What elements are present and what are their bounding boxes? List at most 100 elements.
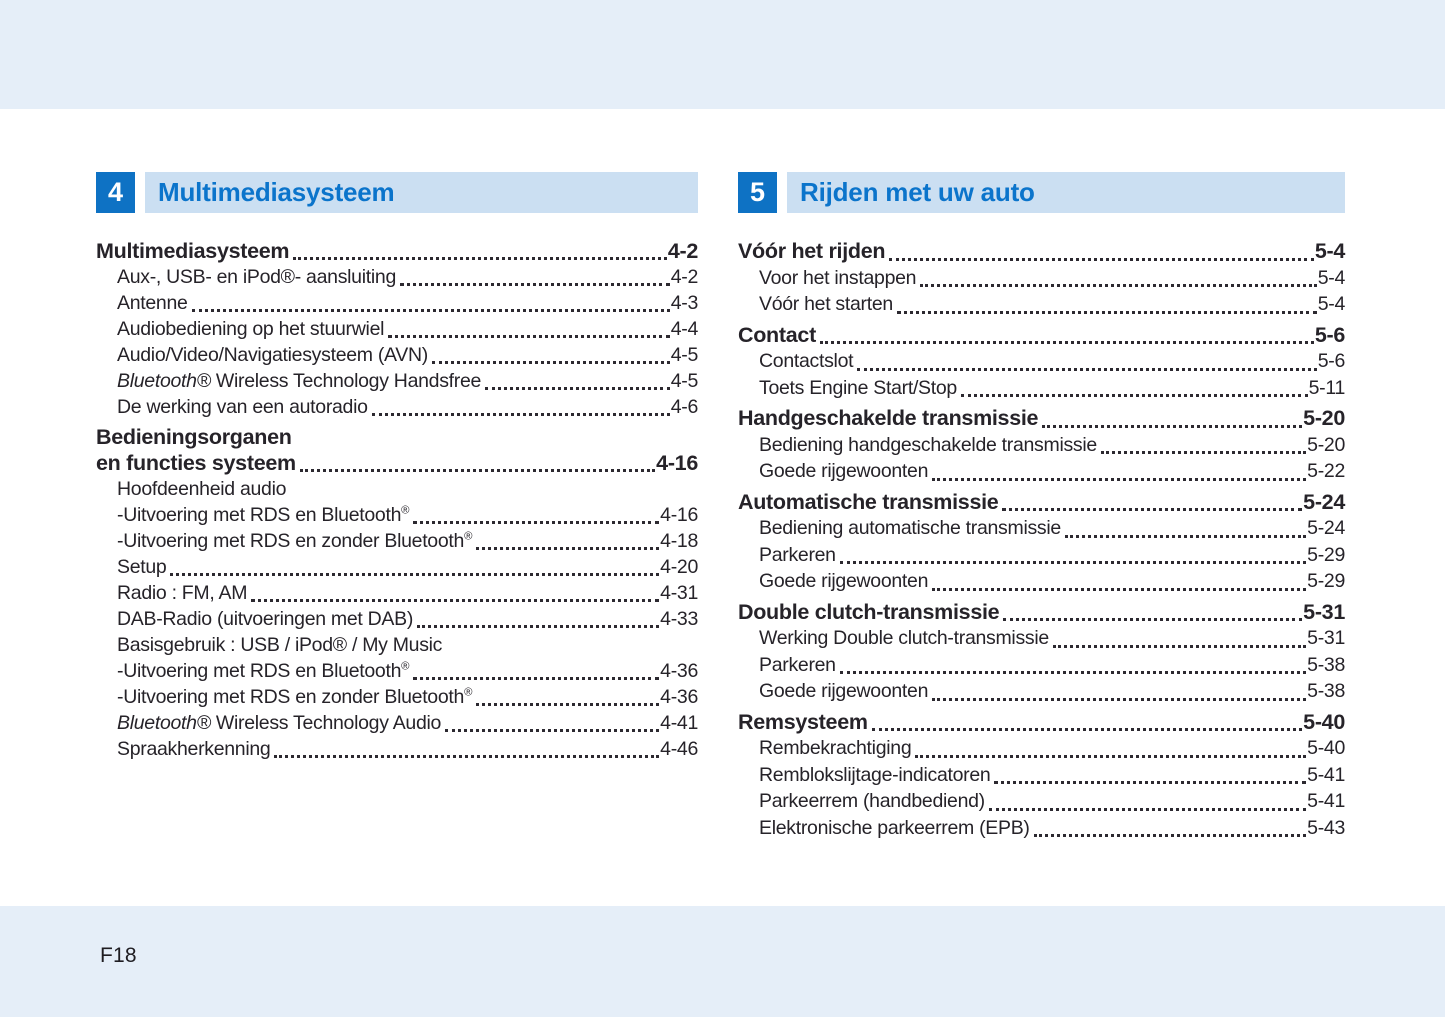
- toc-section-entry: Vóór het rijden 5-4: [738, 238, 1345, 265]
- toc-section-entry: Bedieningsorganen: [96, 424, 698, 450]
- toc-entry-page-number: 5-31: [1307, 627, 1345, 649]
- toc-entry: -Uitvoering met RDS en Bluetooth® 4-36: [96, 658, 698, 684]
- leader-dots: [166, 554, 660, 580]
- leader-dots: [409, 502, 660, 528]
- leader-dots: [985, 788, 1307, 815]
- toc-entry-page-number: 4-41: [660, 712, 698, 734]
- toc-section-entry: en functies systeem 4-16: [96, 450, 698, 476]
- toc-entry: Spraakherkenning 4-46: [96, 736, 698, 762]
- leader-dots: [928, 678, 1307, 705]
- toc-entry-page-number: 4-36: [660, 686, 698, 708]
- toc-entry-page-number: 4-4: [670, 318, 699, 340]
- page-footer-label: F18: [100, 944, 137, 967]
- toc-entry-page-number: 4-2: [667, 239, 698, 263]
- top-band: [0, 0, 1445, 109]
- toc-entry-label: Goede rijgewoonten: [759, 680, 929, 702]
- toc-entry-label: Radio : FM, AM: [117, 582, 248, 604]
- leader-dots: [396, 264, 671, 290]
- leader-dots: [1030, 815, 1308, 842]
- toc-entry-label: Multimediasysteem: [96, 239, 290, 263]
- toc-entry-label: Bediening automatische transmissie: [759, 517, 1061, 539]
- toc-entry: Elektronische parkeerrem (EPB) 5-43: [738, 815, 1345, 842]
- toc-entry-label: Werking Double clutch-transmissie: [759, 627, 1049, 649]
- toc-column-chapter-4: 4 Multimediasysteem Multimediasysteem 4-2…: [96, 172, 698, 762]
- toc-entry-label: De werking van een autoradio: [117, 396, 368, 418]
- toc-section-entry: Multimediasysteem 4-2: [96, 238, 698, 264]
- toc-entry-label: Parkeren: [759, 543, 836, 566]
- toc-entry-label: Remblokslijtage-indicatoren: [759, 763, 991, 786]
- toc-entry-page-number: 4-5: [670, 344, 699, 366]
- toc-entry: Parkeren 5-38: [738, 652, 1345, 679]
- leader-dots: [893, 291, 1318, 318]
- toc-entry: Vóór het starten 5-4: [738, 291, 1345, 318]
- toc-entry-label: Parkeerrem (handbediend): [759, 790, 985, 812]
- toc-entry-label: Elektronische parkeerrem (EPB): [759, 816, 1030, 839]
- toc-entry: Goede rijgewoonten 5-22: [738, 458, 1345, 485]
- toc-entry-label: -Uitvoering met RDS en Bluetooth®: [117, 504, 410, 526]
- toc-entry-page-number: 5-4: [1317, 293, 1346, 315]
- leader-dots: [990, 762, 1307, 789]
- toc-entry-page-number: 4-18: [660, 530, 698, 552]
- chapter-number-badge: 5: [738, 172, 777, 213]
- leader-dots: [928, 458, 1307, 485]
- toc-entry-label: Setup: [117, 556, 167, 578]
- toc-entry: Antenne 4-3: [96, 290, 698, 316]
- toc-entry: Bluetooth® Wireless Technology Audio 4-41: [96, 710, 698, 736]
- toc-entry: Parkeerrem (handbediend) 5-41: [738, 788, 1345, 815]
- leader-dots: [916, 265, 1318, 292]
- toc-entry: Voor het instappen 5-4: [738, 265, 1345, 292]
- leader-dots: [428, 342, 671, 368]
- leader-dots: [1038, 405, 1303, 432]
- toc-entry-page-number: 4-16: [656, 451, 698, 475]
- toc-list-chapter-5: Vóór het rijden 5-4 Voor het instappen 5-4 V…: [738, 238, 1345, 841]
- toc-entry: Audiobediening op het stuurwiel 4-4: [96, 316, 698, 342]
- leader-dots: [247, 580, 660, 606]
- toc-entry-page-number: 4-20: [660, 556, 698, 578]
- toc-entry-label: Aux-, USB- en iPod®- aansluiting: [117, 266, 396, 288]
- leader-dots: [368, 394, 671, 420]
- toc-entry-page-number: 5-24: [1303, 489, 1345, 514]
- toc-entry-label: Bedieningsorganen: [96, 425, 292, 449]
- leader-dots: [472, 528, 660, 554]
- toc-entry-page-number: 4-36: [660, 660, 698, 682]
- leader-dots: [384, 316, 671, 342]
- toc-entry: Aux-, USB- en iPod®- aansluiting 4-2: [96, 264, 698, 290]
- toc-entry: Audio/Video/Navigatiesysteem (AVN) 4-5: [96, 342, 698, 368]
- toc-entry: Bediening automatische transmissie 5-24: [738, 515, 1345, 542]
- toc-entry: -Uitvoering met RDS en Bluetooth® 4-16: [96, 502, 698, 528]
- toc-entry-label: Bluetooth® Wireless Technology Handsfree: [117, 370, 482, 392]
- toc-entry-label: Rembekrachtiging: [759, 737, 912, 759]
- leader-dots: [1049, 625, 1307, 652]
- toc-entry-label: en functies systeem: [96, 451, 296, 475]
- toc-entry-label: Remsysteem: [738, 709, 868, 734]
- toc-entry-page-number: 5-29: [1307, 570, 1345, 592]
- toc-entry-page-number: 5-31: [1303, 599, 1345, 624]
- toc-entry: DAB-Radio (uitvoeringen met DAB) 4-33: [96, 606, 698, 632]
- toc-entry-label: Hoofdeenheid audio: [117, 478, 287, 500]
- toc-entry-page-number: 4-6: [670, 396, 699, 418]
- toc-entry: De werking van een autoradio 4-6: [96, 394, 698, 420]
- chapter-5-header: 5 Rijden met uw auto: [738, 172, 1345, 213]
- toc-entry-page-number: 5-41: [1307, 763, 1345, 786]
- toc-entry-page-number: 5-20: [1303, 406, 1345, 430]
- leader-dots: [853, 348, 1318, 375]
- toc-entry: Parkeren 5-29: [738, 542, 1345, 569]
- chapter-title: Multimediasysteem: [158, 177, 395, 207]
- leader-dots: [999, 599, 1303, 626]
- toc-entry-label: Double clutch-transmissie: [738, 599, 1000, 624]
- toc-entry-label: -Uitvoering met RDS en Bluetooth®: [117, 660, 410, 682]
- toc-entry: Hoofdeenheid audio: [96, 476, 698, 502]
- toc-entry-label: Audiobediening op het stuurwiel: [117, 318, 385, 340]
- toc-entry-page-number: 5-20: [1307, 433, 1345, 456]
- toc-entry-page-number: 5-40: [1303, 709, 1345, 734]
- toc-entry-label: -Uitvoering met RDS en zonder Bluetooth®: [117, 530, 473, 552]
- leader-dots: [957, 375, 1309, 402]
- toc-entry-page-number: 5-4: [1317, 266, 1346, 289]
- toc-section-entry: Automatische transmissie 5-24: [738, 489, 1345, 516]
- toc-entry: Setup 4-20: [96, 554, 698, 580]
- toc-entry-label: Automatische transmissie: [738, 489, 999, 514]
- leader-dots: [928, 568, 1307, 595]
- toc-section-entry: Double clutch-transmissie 5-31: [738, 599, 1345, 626]
- toc-entry-page-number: 4-16: [660, 504, 698, 526]
